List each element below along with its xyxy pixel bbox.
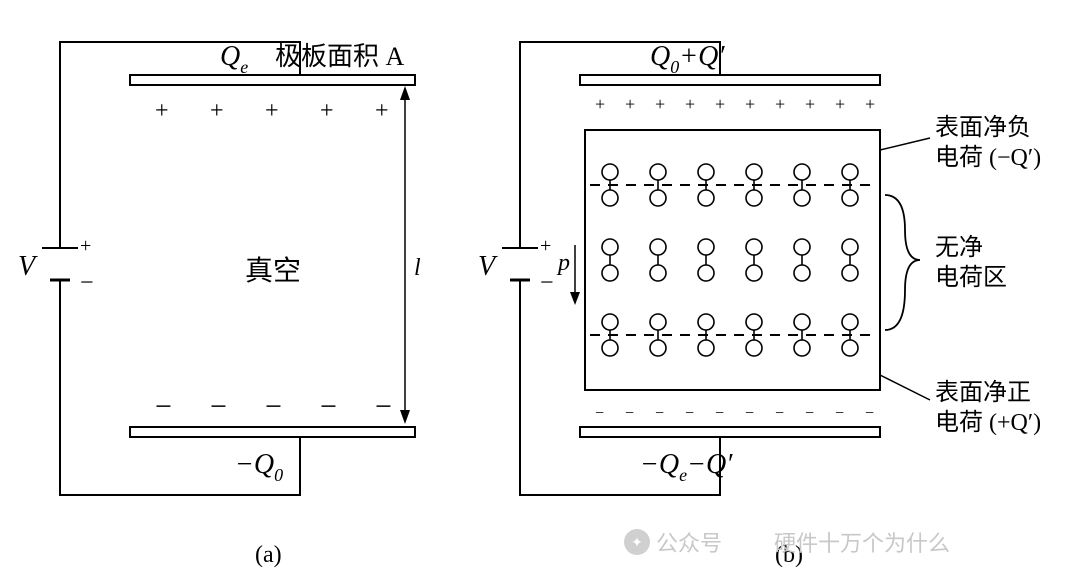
panel-b: + − V + + + + + + + + + + − − − − − − − − − − (478, 41, 1041, 568)
svg-text:−: − (835, 405, 844, 422)
svg-text:−: − (210, 390, 227, 423)
minus-charges-a: − − − − − (155, 390, 392, 423)
svg-text:−: − (265, 390, 282, 423)
battery-plus-a: + (80, 235, 91, 257)
svg-text:+: + (210, 98, 224, 124)
annot-pos-2: 电荷 (+Q′) (935, 409, 1041, 436)
svg-text:+: + (865, 94, 875, 114)
p-label: p (556, 250, 570, 276)
minus-charges-b: −−−−− −−−−− (595, 405, 874, 422)
svg-text:−: − (595, 405, 604, 422)
caption-a: (a) (255, 542, 282, 568)
p-arrow: p (556, 245, 580, 305)
pointer-neg (880, 138, 930, 150)
annot-none-1: 无净 (935, 234, 983, 261)
svg-text:−: − (625, 405, 634, 422)
annot-pos-1: 表面净正 (935, 379, 1031, 406)
svg-text:−: − (655, 405, 664, 422)
battery-minus-b: − (540, 270, 554, 296)
svg-text:−: − (865, 405, 874, 422)
svg-text:−: − (320, 390, 337, 423)
svg-text:+: + (685, 94, 695, 114)
top-plate-a (130, 75, 415, 85)
svg-text:+: + (595, 94, 605, 114)
plus-charges-a: + + + + + (155, 98, 389, 124)
bottom-plate-a (130, 427, 415, 437)
length-arrow-a: l (400, 86, 421, 424)
svg-text:+: + (835, 94, 845, 114)
svg-text:+: + (155, 98, 169, 124)
voltage-label-b: V (478, 251, 498, 282)
panel-a: + − V + + + + + − − − − − Qe (18, 41, 421, 568)
svg-text:+: + (320, 98, 334, 124)
svg-text:+: + (805, 94, 815, 114)
top-charge-label-a: Qe (220, 41, 248, 77)
svg-text:−: − (715, 405, 724, 422)
voltage-label-a: V (18, 251, 38, 282)
pointer-pos (880, 375, 930, 400)
watermark-text1: 公众号 (656, 526, 722, 558)
bottom-plate-b (580, 427, 880, 437)
svg-text:+: + (745, 94, 755, 114)
watermark: ✦ 公众号 硬件十万个为什么 (624, 526, 950, 558)
diagram-svg: + − V + + + + + − − − − − Qe (0, 0, 1080, 586)
svg-text:+: + (375, 98, 389, 124)
svg-text:−: − (685, 405, 694, 422)
brace-middle (885, 195, 920, 330)
svg-text:+: + (265, 98, 279, 124)
svg-text:−: − (805, 405, 814, 422)
bottom-charge-label-b: −Qe−Q′ (640, 449, 733, 485)
annot-neg-1: 表面净负 (935, 114, 1031, 141)
watermark-text2: 硬件十万个为什么 (774, 526, 950, 558)
annot-neg-2: 电荷 (−Q′) (935, 144, 1041, 171)
wechat-icon: ✦ (624, 529, 650, 555)
top-plate-b (580, 75, 880, 85)
battery-b: + − V (478, 225, 554, 305)
dipoles (602, 164, 858, 356)
svg-text:−: − (155, 390, 172, 423)
vacuum-label: 真空 (245, 255, 301, 287)
svg-text:−: − (375, 390, 392, 423)
plus-charges-b: + + + + + + + + + + (595, 94, 875, 114)
svg-text:+: + (715, 94, 725, 114)
svg-text:−: − (775, 405, 784, 422)
svg-text:−: − (745, 405, 754, 422)
svg-text:+: + (655, 94, 665, 114)
top-charge-label-b: Q0+Q′ (650, 41, 725, 77)
battery-minus-a: − (80, 270, 94, 296)
dielectric-box (585, 130, 880, 390)
battery-plus-b: + (540, 235, 551, 257)
area-label-a: 极板面积 A (275, 42, 405, 71)
svg-text:+: + (775, 94, 785, 114)
annot-none-2: 电荷区 (935, 264, 1007, 291)
svg-text:+: + (625, 94, 635, 114)
battery-a: + − V (18, 225, 94, 305)
bottom-charge-label-a: −Q0 (235, 449, 283, 485)
length-label-a: l (414, 255, 421, 281)
